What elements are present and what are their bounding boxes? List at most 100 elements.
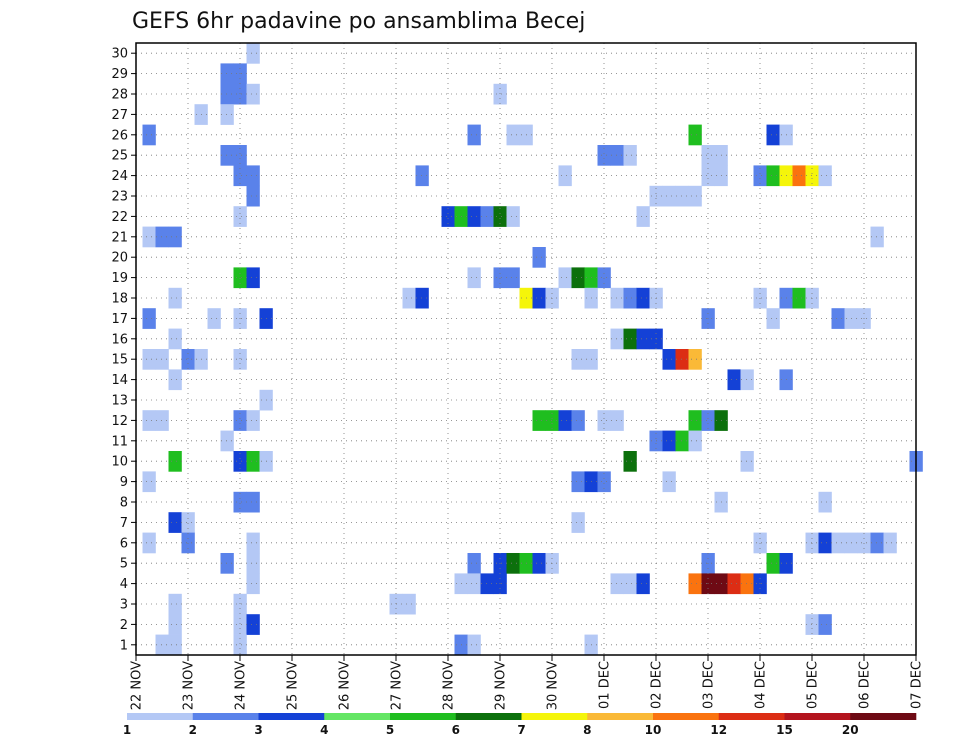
heatmap-cell (493, 206, 507, 227)
x-tick-label: 23 NOV (182, 661, 197, 710)
heatmap-cell (246, 451, 260, 472)
heatmap-cell (220, 83, 234, 105)
y-tick-label: 25 (111, 149, 128, 164)
heatmap-cell (792, 165, 806, 187)
heatmap-cell (857, 532, 871, 554)
heatmap-cell (233, 206, 247, 227)
heatmap-cell (727, 573, 741, 595)
heatmap-cell (701, 145, 715, 166)
heatmap-cell (688, 573, 702, 595)
heatmap-cell (220, 145, 234, 166)
y-tick-label: 30 (111, 47, 128, 62)
heatmap-cell (168, 593, 182, 615)
heatmap-cell (246, 185, 260, 207)
heatmap-cell (688, 410, 702, 431)
heatmap-cell (415, 165, 429, 187)
heatmap-cell (480, 206, 494, 227)
heatmap-cell (571, 512, 585, 533)
heatmap-cell (155, 349, 169, 370)
y-tick-label: 16 (111, 332, 128, 347)
heatmap-cell (415, 287, 429, 309)
y-tick-label: 14 (111, 373, 128, 388)
x-tick-label: 26 NOV (338, 661, 353, 710)
heatmap-cell (688, 430, 702, 452)
heatmap-cell (818, 614, 832, 635)
heatmap-cell (233, 614, 247, 635)
heatmap-cell (155, 410, 169, 431)
heatmap-cell (623, 573, 637, 595)
heatmap-cell (766, 308, 780, 329)
colorbar-swatch (587, 713, 654, 720)
x-axis: 22 NOV 23 NOV 24 NOV 25 NOV 26 NOV 27 NOV 28 N… (130, 655, 925, 710)
x-tick-label: 07 DEC (910, 661, 925, 709)
chart-title: GEFS 6hr padavine po ansamblima Becej (132, 9, 585, 34)
heatmap-cell (597, 267, 611, 289)
x-tick-label: 22 NOV (130, 661, 145, 710)
heatmap-cell (246, 267, 260, 289)
heatmap-cell (233, 451, 247, 472)
heatmap-cell (246, 43, 260, 64)
heatmap-cell (142, 124, 156, 146)
heatmap-cell (233, 349, 247, 370)
heatmap-cell (532, 247, 546, 268)
y-tick-label: 3 (120, 598, 128, 613)
heatmap-cell (168, 226, 182, 248)
x-tick-label: 02 DEC (650, 661, 665, 709)
colorbar-swatch (784, 713, 851, 720)
heatmap-cell (636, 573, 650, 595)
y-tick-label: 2 (120, 618, 128, 633)
colorbar-label: 1 (123, 723, 131, 737)
y-tick-label: 17 (111, 312, 128, 327)
colorbar-label: 12 (710, 723, 727, 737)
heatmap-cell (142, 226, 156, 248)
heatmap-cell (142, 471, 156, 493)
heatmap-cell (558, 267, 572, 289)
heatmap-cell (493, 267, 507, 289)
x-tick-label: 05 DEC (806, 661, 821, 709)
heatmap-cell (545, 410, 559, 431)
heatmap-cell (181, 349, 195, 370)
y-tick-label: 28 (111, 88, 128, 103)
heatmap-cell (883, 532, 897, 554)
heatmap-cell (168, 328, 182, 350)
heatmap-cell (480, 573, 494, 595)
heatmap-cell (688, 349, 702, 370)
heatmap-cell (818, 532, 832, 554)
heatmap-cell (233, 165, 247, 187)
heatmap-cell (233, 634, 247, 656)
y-tick-label: 12 (111, 414, 128, 429)
heatmap-cell (623, 451, 637, 472)
heatmap-cell (155, 634, 169, 656)
heatmap-cell (181, 532, 195, 554)
heatmap-cell (753, 165, 767, 187)
heatmap-cell (766, 124, 780, 146)
heatmap-cell (792, 287, 806, 309)
heatmap-cell (246, 491, 260, 513)
heatmap-cell (246, 83, 260, 105)
heatmap-cell (402, 287, 416, 309)
colorbar-swatch (653, 713, 720, 720)
heatmap-cell (701, 165, 715, 187)
colorbar-swatch (521, 713, 588, 720)
y-tick-label: 22 (111, 210, 128, 225)
colorbar-swatch (192, 713, 259, 720)
heatmap-cell (636, 328, 650, 350)
heatmap-cell (246, 553, 260, 574)
heatmap-cell (155, 226, 169, 248)
heatmap-cell (467, 124, 481, 146)
heatmap-cell (168, 287, 182, 309)
x-tick-label: 30 NOV (546, 661, 561, 710)
heatmap-cell (688, 124, 702, 146)
heatmap-cell (246, 165, 260, 187)
colorbar-label: 3 (254, 723, 262, 737)
colorbar-swatch (258, 713, 325, 720)
heatmap-cell (493, 83, 507, 105)
colorbar-label: 20 (842, 723, 859, 737)
plot-frame (135, 42, 917, 656)
colorbar-swatch (390, 713, 457, 720)
heatmap-cell (766, 165, 780, 187)
heatmap-cell (506, 553, 520, 574)
heatmap-cell (597, 145, 611, 166)
heatmap-cell (623, 145, 637, 166)
